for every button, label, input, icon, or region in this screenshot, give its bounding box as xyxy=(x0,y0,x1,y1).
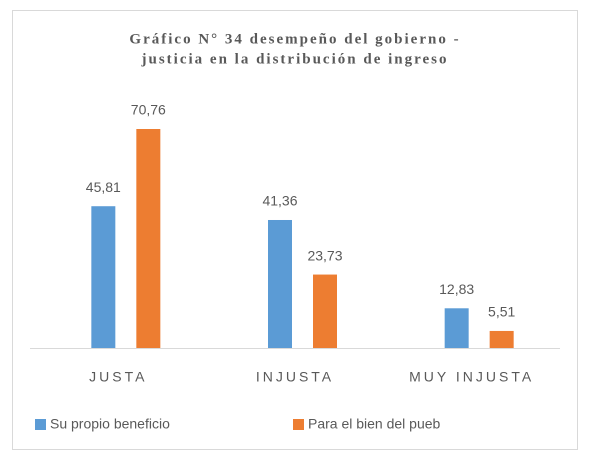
bar xyxy=(489,330,514,348)
legend-label: Para el bien del pueb xyxy=(308,416,441,432)
bar xyxy=(313,274,337,348)
data-label: 70,76 xyxy=(131,102,166,118)
data-label: 5,51 xyxy=(488,304,515,320)
bar xyxy=(444,308,469,348)
bar xyxy=(268,219,292,348)
data-label: 23,73 xyxy=(307,247,342,263)
legend-label: Su propio beneficio xyxy=(50,416,170,432)
chart-title: justicia en la distribución de ingreso xyxy=(141,51,449,67)
data-label: 12,83 xyxy=(439,281,474,297)
x-tick-label: JUSTA xyxy=(89,369,147,385)
chart-title: Gráfico N° 34 desempeño del gobierno - xyxy=(129,31,460,47)
bar xyxy=(91,206,116,348)
x-tick-label: INJUSTA xyxy=(256,369,334,385)
data-label: 45,81 xyxy=(86,179,121,195)
x-tick-label: MUY INJUSTA xyxy=(409,369,534,385)
legend-swatch xyxy=(35,419,46,430)
data-label: 41,36 xyxy=(262,193,297,209)
legend-swatch xyxy=(293,419,304,430)
bar xyxy=(136,129,161,348)
